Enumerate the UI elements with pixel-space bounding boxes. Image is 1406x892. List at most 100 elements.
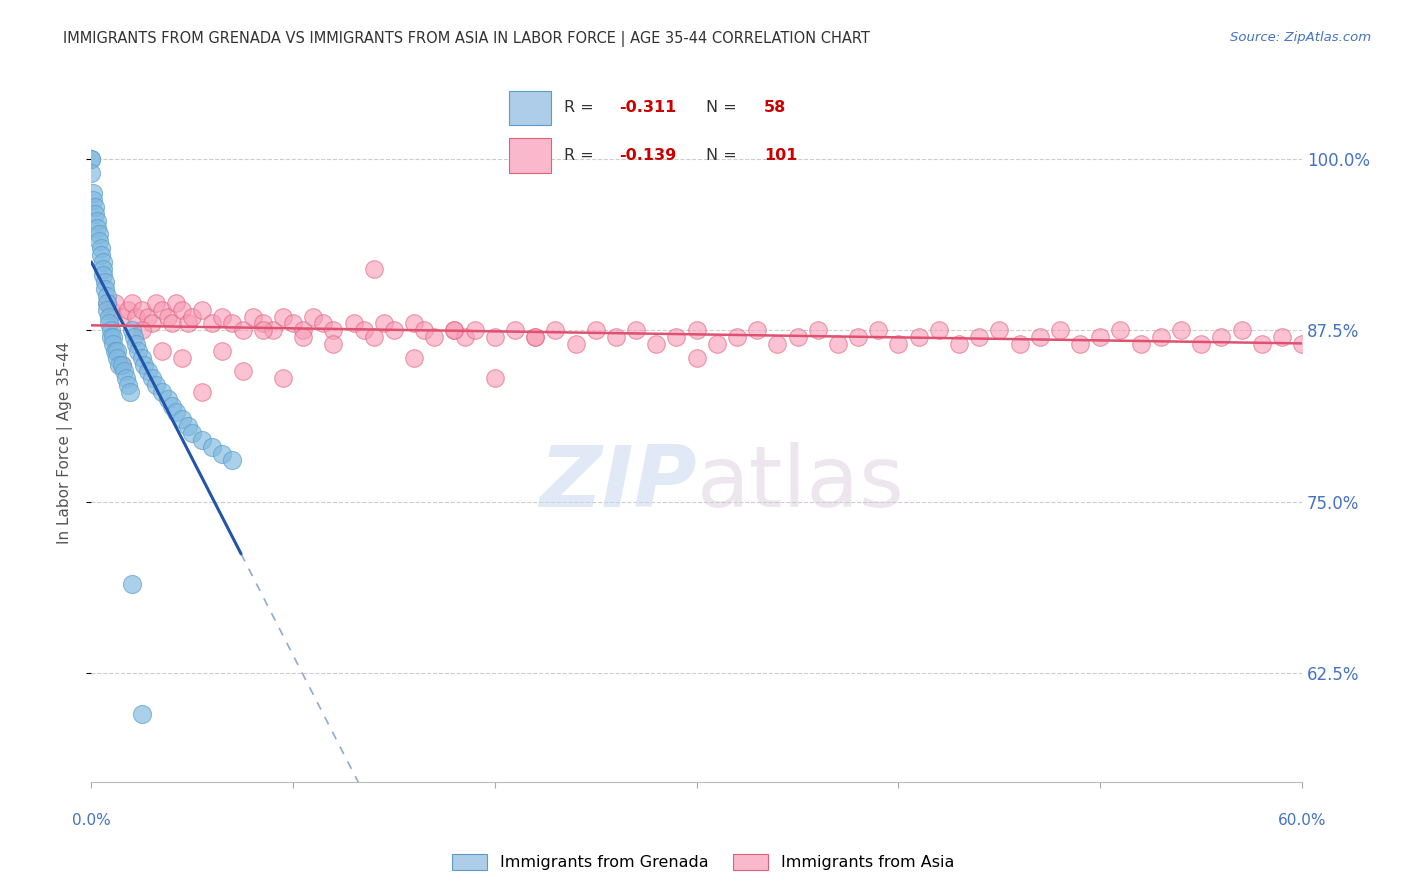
Point	[90, 241, 112, 255]
Point	[443, 323, 465, 337]
Point	[292, 323, 315, 337]
Point	[121, 296, 143, 310]
Point	[1109, 323, 1132, 337]
Point	[118, 384, 141, 399]
Point	[181, 425, 204, 440]
Point	[404, 351, 426, 365]
Text: 58: 58	[765, 101, 786, 115]
Text: IMMIGRANTS FROM GRENADA VS IMMIGRANTS FROM ASIA IN LABOR FORCE | AGE 35-44 CORRE: IMMIGRANTS FROM GRENADA VS IMMIGRANTS FR…	[63, 31, 870, 47]
Point	[132, 358, 155, 372]
Point	[117, 302, 139, 317]
Point	[292, 330, 315, 344]
Point	[100, 323, 122, 337]
Point	[948, 337, 970, 351]
Point	[1028, 330, 1050, 344]
Point	[131, 323, 153, 337]
Text: R =: R =	[564, 148, 599, 162]
Point	[211, 343, 233, 358]
Point	[80, 152, 103, 166]
Point	[165, 296, 187, 310]
Point	[145, 378, 167, 392]
Text: 0.0%: 0.0%	[72, 813, 111, 828]
Text: -0.139: -0.139	[619, 148, 676, 162]
Point	[150, 343, 173, 358]
Point	[145, 296, 167, 310]
Point	[887, 337, 910, 351]
Point	[110, 310, 132, 324]
Point	[585, 323, 607, 337]
Point	[89, 227, 111, 242]
Point	[104, 343, 127, 358]
Point	[107, 351, 129, 365]
Point	[201, 440, 224, 454]
Text: Source: ZipAtlas.com: Source: ZipAtlas.com	[1230, 31, 1371, 45]
Point	[665, 330, 688, 344]
Point	[544, 323, 567, 337]
Point	[747, 323, 769, 337]
Point	[150, 302, 173, 317]
Point	[121, 576, 143, 591]
Point	[82, 193, 104, 207]
Point	[1230, 323, 1253, 337]
Point	[94, 282, 117, 296]
Text: atlas: atlas	[696, 442, 904, 525]
Point	[160, 317, 183, 331]
Point	[98, 317, 121, 331]
Point	[624, 323, 647, 337]
Point	[312, 317, 335, 331]
Point	[136, 364, 159, 378]
Point	[211, 446, 233, 460]
Text: N =: N =	[706, 101, 742, 115]
Text: N =: N =	[706, 148, 742, 162]
Point	[170, 351, 193, 365]
Point	[84, 200, 107, 214]
Point	[232, 323, 254, 337]
Point	[1170, 323, 1192, 337]
Point	[807, 323, 830, 337]
Point	[827, 337, 849, 351]
Point	[242, 310, 264, 324]
Point	[221, 317, 243, 331]
Point	[685, 323, 707, 337]
Point	[353, 323, 375, 337]
Point	[846, 330, 869, 344]
Point	[131, 351, 153, 365]
Point	[1150, 330, 1173, 344]
Point	[141, 317, 163, 331]
Point	[221, 453, 243, 467]
Point	[150, 384, 173, 399]
Point	[363, 261, 385, 276]
Point	[110, 358, 132, 372]
Point	[181, 310, 204, 324]
Point	[93, 261, 115, 276]
Point	[786, 330, 808, 344]
Legend: Immigrants from Grenada, Immigrants from Asia: Immigrants from Grenada, Immigrants from…	[446, 848, 960, 877]
Text: R =: R =	[564, 101, 599, 115]
Point	[766, 337, 789, 351]
Point	[131, 302, 153, 317]
Point	[170, 302, 193, 317]
Point	[107, 343, 129, 358]
Point	[103, 330, 125, 344]
Point	[103, 337, 125, 351]
Point	[96, 296, 118, 310]
Point	[93, 268, 115, 283]
Point	[89, 234, 111, 248]
Point	[1189, 337, 1212, 351]
Point	[165, 405, 187, 419]
Point	[262, 323, 284, 337]
Point	[524, 330, 547, 344]
Point	[1250, 337, 1272, 351]
Point	[177, 317, 200, 331]
Point	[524, 330, 547, 344]
Point	[302, 310, 325, 324]
Point	[382, 323, 405, 337]
Point	[112, 364, 135, 378]
Point	[156, 392, 179, 406]
Point	[84, 207, 107, 221]
Point	[271, 371, 294, 385]
Point	[82, 186, 104, 201]
Point	[645, 337, 668, 351]
Point	[564, 337, 586, 351]
Point	[423, 330, 446, 344]
